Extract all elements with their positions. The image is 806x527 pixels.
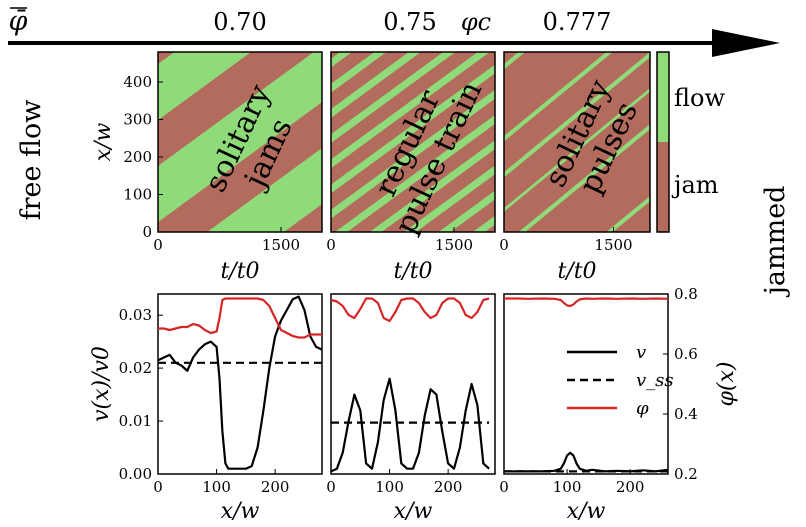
x-tick-label: 0 <box>499 236 509 254</box>
flow-band <box>335 114 495 232</box>
state-colorbar: flow jam <box>656 51 725 233</box>
legend-label-v: v <box>636 342 646 363</box>
heatmap-2-bands <box>331 52 495 232</box>
flow-band <box>331 52 490 169</box>
colorbar-frame <box>656 51 670 233</box>
heatmap-2-frame <box>330 51 496 233</box>
series-line-v <box>504 451 669 473</box>
heatmap-1-x-axis-title: t/t0 <box>220 259 259 284</box>
flow-band <box>158 52 252 121</box>
legend-label-phi: φ <box>636 398 649 419</box>
heatmap-y-axis-title: x/w <box>91 123 116 162</box>
x-tick-label: 1500 <box>594 236 632 254</box>
velocity-y-axis-title: v(x)/v0 <box>89 346 114 422</box>
heatmap-3-bands <box>504 52 650 232</box>
series-line-v <box>157 295 323 470</box>
phi-critical-marker: φc <box>461 8 491 36</box>
x-tick-label: 1500 <box>262 236 300 254</box>
density-y-axis-title: φ(x) <box>714 362 739 407</box>
phi-marker-0777: 0.777 <box>543 8 612 36</box>
flow-band <box>472 215 495 232</box>
x-tick-label: 0 <box>153 478 163 496</box>
series-line-phi <box>158 297 322 339</box>
flow-band <box>369 140 495 232</box>
phi-marker-070: 0.70 <box>213 8 266 36</box>
colorbar-flow-segment <box>657 52 669 142</box>
y-tick-label: 0 <box>142 223 152 241</box>
heatmap-1-frame <box>157 51 323 233</box>
flow-band <box>331 52 353 68</box>
legend-label-vss: v_ss <box>636 370 674 391</box>
x-tick-label: 0 <box>153 236 163 254</box>
flow-band <box>504 87 650 212</box>
flow-band <box>331 52 421 118</box>
line-panel-1-frame <box>157 293 323 475</box>
y-tick-label: 100 <box>123 186 152 204</box>
phi-axis-arrow: φ̄ 0.70 0.75 φc 0.777 <box>8 6 780 57</box>
x-tick-label: 200 <box>616 478 645 496</box>
heatmap-1-bands <box>158 52 322 232</box>
line-1-x-axis-title: x/w <box>221 499 260 524</box>
flow-band <box>504 52 650 178</box>
phi-arrow-head <box>712 29 780 57</box>
series-line-v <box>330 377 490 473</box>
x-tick-label: 1500 <box>435 236 473 254</box>
heatmap-3-frame <box>503 51 651 233</box>
heatmap-3-x-axis-title: t/t0 <box>557 259 596 284</box>
colorbar-jam-label: jam <box>671 171 719 199</box>
flow-band <box>606 196 650 232</box>
y-tick-label: 0.02 <box>119 359 152 377</box>
x-tick-label: 0 <box>499 478 509 496</box>
phi-marker-075: 0.75 <box>383 8 436 36</box>
right-tick-label: 0.6 <box>674 345 698 363</box>
y-tick-label: 0.00 <box>119 465 152 483</box>
x-tick-label: 0 <box>326 236 336 254</box>
flow-band <box>331 89 495 219</box>
jammed-label: jammed <box>760 186 791 298</box>
x-tick-label: 0 <box>326 478 336 496</box>
flow-band <box>207 148 322 232</box>
series-line-phi <box>504 297 669 308</box>
y-tick-label: 0.03 <box>119 306 152 324</box>
y-tick-label: 400 <box>123 73 152 91</box>
heatmap-panel-1: solitaryjams <box>157 51 323 233</box>
line-3-x-axis-title: x/w <box>567 499 606 524</box>
heatmap-2-x-axis-title: t/t0 <box>393 259 432 284</box>
heatmap-panel-3: solitarypulses <box>503 51 651 233</box>
heatmap-3-background <box>504 52 650 232</box>
x-tick-label: 200 <box>434 478 463 496</box>
free-flow-label: free flow <box>16 100 47 221</box>
heatmap-panel-2: regularpulse train <box>330 51 496 240</box>
right-tick-label: 0.4 <box>674 405 698 423</box>
y-tick-label: 0.01 <box>119 412 152 430</box>
x-tick-label: 100 <box>553 478 582 496</box>
x-tick-label: 200 <box>261 478 290 496</box>
colorbar-flow-label: flow <box>674 84 725 112</box>
flow-band <box>438 190 495 232</box>
right-tick-label: 0.8 <box>674 285 698 303</box>
series-line-phi <box>330 297 490 323</box>
line-legend: v v_ss φ <box>567 342 674 419</box>
flow-band <box>403 165 495 232</box>
flow-band <box>331 52 387 93</box>
x-tick-label: 100 <box>202 478 231 496</box>
flow-band <box>504 52 526 70</box>
phi-bar-label: φ̄ <box>9 6 28 37</box>
colorbar-jam-segment <box>657 142 669 232</box>
flow-band <box>331 52 456 144</box>
x-tick-label: 100 <box>375 478 404 496</box>
flow-band <box>331 64 495 194</box>
right-tick-label: 0.2 <box>674 465 698 483</box>
y-tick-label: 300 <box>123 111 152 129</box>
flow-band <box>158 52 322 223</box>
flow-band <box>504 52 613 142</box>
line-panel-2-frame <box>330 293 496 475</box>
flow-band <box>518 123 650 232</box>
line-2-x-axis-title: x/w <box>394 499 433 524</box>
line-panel-3-frame <box>503 293 669 475</box>
y-tick-label: 200 <box>123 148 152 166</box>
